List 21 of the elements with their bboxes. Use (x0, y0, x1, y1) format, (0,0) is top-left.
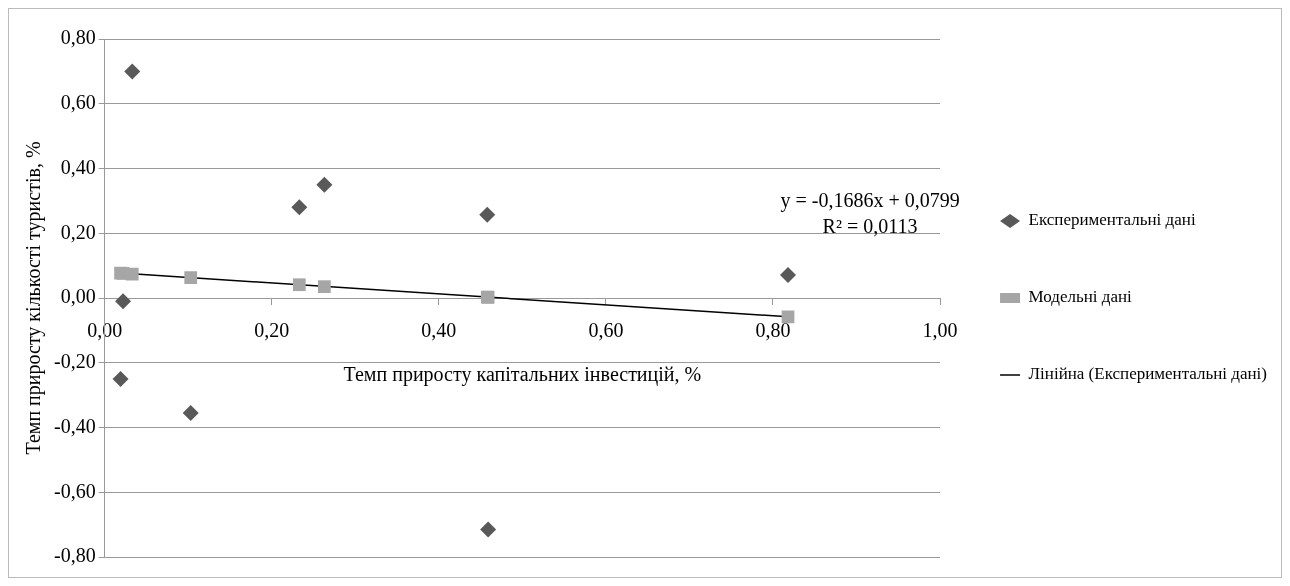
x-axis-title: Темп приросту капітальних інвестицій, % (343, 363, 702, 387)
annotation: R² = 0,0113 (822, 215, 918, 238)
x-tick-label: 0,80 (755, 319, 791, 342)
y-tick-label: -0,80 (53, 544, 96, 567)
legend-label: Модельні дані (1028, 287, 1133, 307)
legend-label: Експериментальні дані (1028, 210, 1196, 230)
x-tick-label: 1,00 (922, 319, 958, 342)
y-tick-label: 0,20 (60, 220, 96, 243)
x-tick-label: 0,60 (588, 319, 624, 342)
y-tick-label: -0,60 (53, 479, 96, 502)
y-tick-label: -0,40 (53, 414, 96, 437)
annotation: y = -0,1686x + 0,0799 (780, 189, 960, 213)
y-tick-label: 0,60 (60, 91, 96, 113)
y-tick-label: 0,80 (60, 26, 96, 49)
y-tick-label: 0,00 (60, 285, 96, 308)
y-tick-label: -0,20 (53, 350, 96, 372)
y-tick-label: 0,40 (60, 155, 96, 178)
y-axis-title: Темп приросту кількості туристів, % (22, 141, 46, 455)
legend-label: Лінійна (Експериментальні дані) (1028, 364, 1267, 384)
x-tick-label: 0,40 (421, 319, 457, 342)
x-tick-label: 0,20 (254, 319, 290, 342)
